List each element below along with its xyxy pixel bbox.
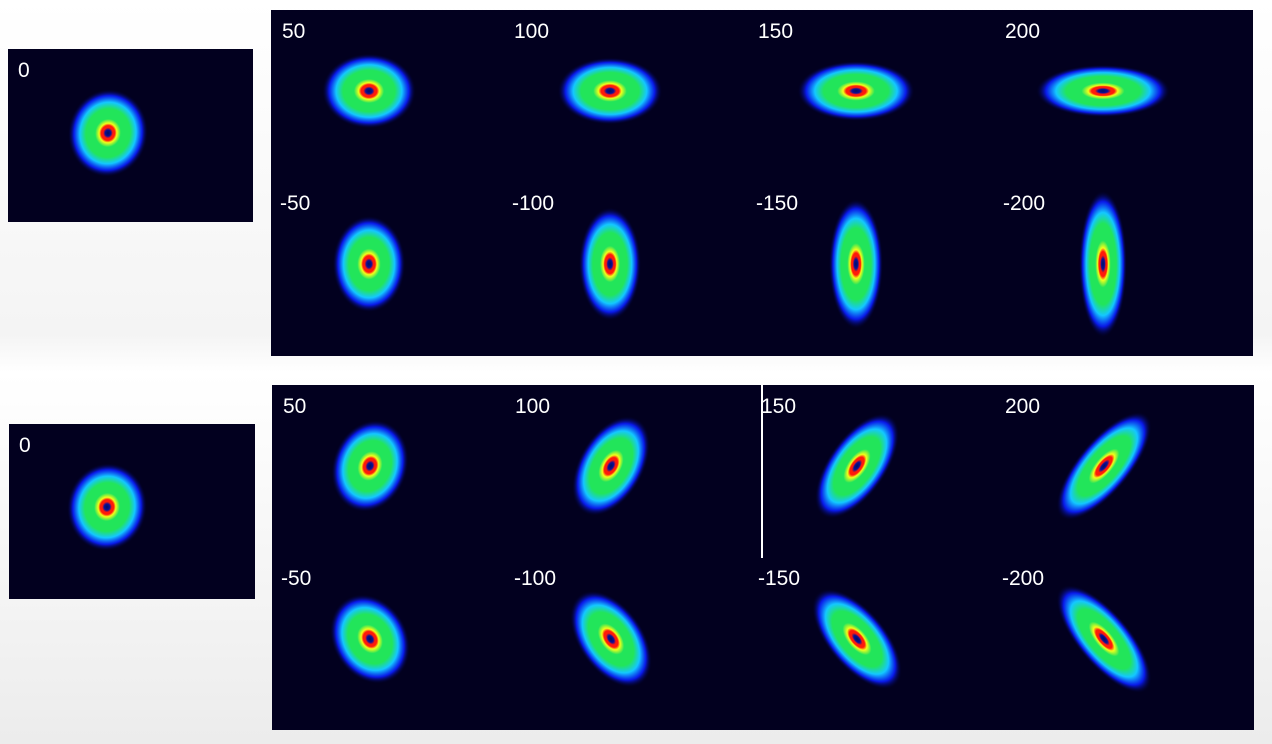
- beam-label: -150: [756, 192, 799, 215]
- beam-label: 150: [758, 20, 794, 43]
- beam-label: 0: [19, 434, 31, 457]
- beam-label: 200: [1005, 20, 1041, 43]
- beam-spot: [67, 89, 149, 177]
- beam-spot-mark: [557, 57, 663, 125]
- beam-spot-mark: [797, 61, 915, 121]
- beam-label: -50: [281, 567, 312, 590]
- beam-spot-mark: [321, 53, 417, 129]
- beam-label: 100: [515, 395, 551, 418]
- beam-spot: [329, 411, 1152, 694]
- beam-label: 150: [761, 395, 797, 418]
- beam-spot-mark: [814, 413, 900, 519]
- beam-label: -200: [1002, 567, 1045, 590]
- beam-grid-row-1: 50 100 150 200 -50 -100 -150 -200: [271, 10, 1253, 356]
- beam-label: -200: [1003, 192, 1046, 215]
- reference-panel-row-2: 0: [9, 424, 255, 599]
- beam-spot-mark: [1056, 584, 1152, 694]
- beam-spot-mark: [571, 416, 651, 516]
- beam-label: 200: [1005, 395, 1041, 418]
- beam-spot: [66, 463, 148, 551]
- beam-label: 0: [18, 59, 30, 82]
- beam-spot-mark: [1035, 64, 1171, 118]
- beam-label: 50: [283, 395, 307, 418]
- beam-spot-mark: [66, 463, 148, 551]
- beam-spot-mark: [67, 89, 149, 177]
- beam-spot-mark: [1056, 411, 1152, 521]
- beam-spot-mark: [332, 215, 406, 313]
- beam-label: -50: [280, 192, 311, 215]
- beam-spot-mark: [331, 419, 409, 513]
- panel-divider: [761, 385, 763, 558]
- beam-label: 50: [282, 20, 306, 43]
- beam-label: -100: [512, 192, 555, 215]
- beam-spot-mark: [1079, 190, 1127, 338]
- beam-spot-mark: [569, 590, 653, 688]
- beam-spot-mark: [828, 198, 884, 330]
- beam-spot-mark: [578, 207, 642, 321]
- reference-panel-row-1: 0: [8, 49, 253, 222]
- beam-label: -150: [758, 567, 801, 590]
- beam-spot-mark: [812, 588, 902, 690]
- beam-spot-mark: [329, 594, 411, 684]
- beam-label: 100: [514, 20, 550, 43]
- beam-spot: [321, 53, 1171, 338]
- beam-grid-row-2: 50 100 150 200 -50 -100 -150 -200: [272, 385, 1254, 730]
- beam-label: -100: [514, 567, 557, 590]
